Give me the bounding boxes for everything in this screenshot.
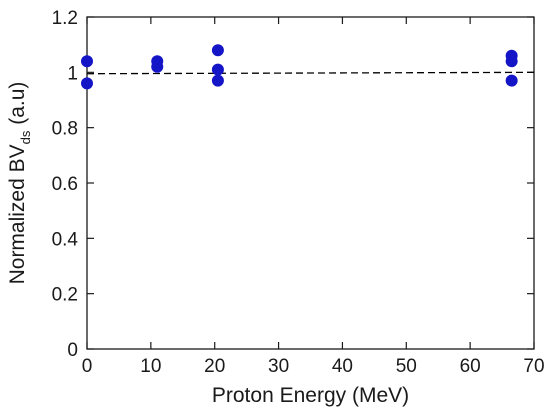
data-point (211, 63, 224, 76)
fit-line-group (86, 71, 535, 75)
y-tick-label: 0.2 (52, 285, 78, 306)
fit-line (86, 71, 535, 75)
x-tick-label: 60 (460, 356, 481, 377)
y-axis-label: Normalized BVds (a.u) (6, 82, 33, 285)
y-tick-label: 0.4 (52, 229, 79, 250)
x-axis-label: Proton Energy (MeV) (212, 384, 409, 407)
x-tick-label: 40 (332, 356, 353, 377)
data-point (81, 55, 93, 68)
y-tick-label: 1.2 (52, 8, 78, 29)
y-tick-label: 0.8 (52, 119, 78, 140)
data-point (81, 77, 93, 90)
y-axis-label-main: Normalized BV (6, 144, 29, 284)
x-tick-label: 0 (82, 356, 93, 377)
y-axis-label-tail: (a.u) (6, 82, 29, 131)
data-points (81, 44, 518, 90)
data-point (505, 55, 518, 68)
x-tick-label: 10 (140, 356, 161, 377)
data-point (151, 60, 164, 73)
y-axis-ticks: 0 0.2 0.4 0.6 0.8 1 1.2 (52, 8, 534, 361)
x-tick-label: 50 (396, 356, 417, 377)
y-tick-label: 1 (67, 63, 78, 84)
data-point (505, 74, 518, 87)
x-tick-label: 30 (268, 356, 289, 377)
x-tick-label: 70 (523, 356, 544, 377)
y-tick-label: 0.6 (52, 174, 78, 195)
data-point (211, 44, 224, 57)
data-point (211, 74, 224, 87)
x-tick-label: 20 (204, 356, 225, 377)
x-axis-ticks: 0 10 20 30 40 50 60 70 (82, 17, 545, 377)
y-axis-label-subscript: ds (18, 130, 33, 144)
y-tick-label: 0 (67, 340, 78, 361)
